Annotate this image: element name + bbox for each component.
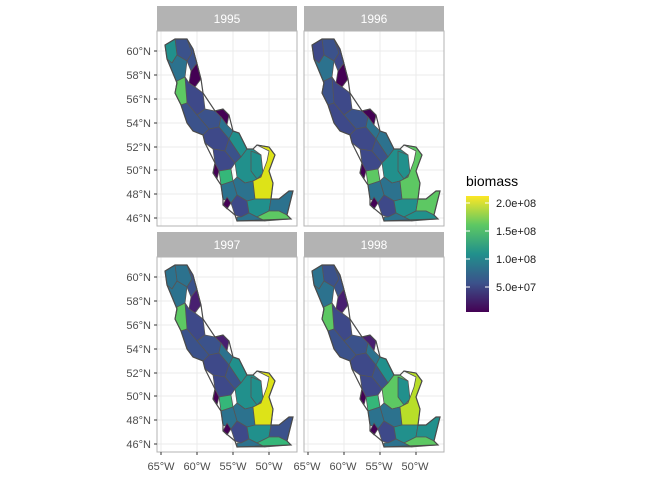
lat-tick-label: 56°N bbox=[126, 320, 151, 332]
region-polygon bbox=[250, 376, 264, 406]
x-axis-ticks bbox=[160, 452, 270, 455]
panel-border bbox=[156, 30, 298, 227]
legend-ticks bbox=[466, 202, 489, 288]
facet-panel: 1997 bbox=[154, 232, 298, 455]
facet-strip-label: 1995 bbox=[214, 12, 241, 26]
lon-tick-label: 60°W bbox=[183, 461, 211, 473]
coastline-outline bbox=[311, 38, 441, 222]
lon-tick-label: 50°W bbox=[255, 461, 283, 473]
panel-border bbox=[303, 30, 445, 227]
lat-tick-label: 56°N bbox=[126, 94, 151, 106]
legend: biomass 2.0e+08 1.5e+08 1.0e+08 5.0e+07 bbox=[466, 173, 536, 312]
legend-title: biomass bbox=[466, 173, 518, 189]
facet-strip-label: 1996 bbox=[361, 12, 388, 26]
lat-tick-label: 58°N bbox=[126, 296, 151, 308]
facet-strip bbox=[304, 232, 444, 257]
facet-panel: 1996 bbox=[303, 6, 445, 227]
lat-tick-label: 46°N bbox=[126, 439, 151, 451]
y-tick-labels-top: 60°N 58°N 56°N 54°N 52°N 50°N 48°N 46°N bbox=[126, 46, 151, 225]
x-tick-labels-left: 65°W 60°W 55°W 50°W bbox=[147, 461, 283, 473]
y-tick-labels-bottom: 60°N 58°N 56°N 54°N 52°N 50°N 48°N 46°N bbox=[126, 272, 151, 451]
lon-tick-label: 55°W bbox=[365, 461, 393, 473]
panel-border bbox=[156, 256, 298, 453]
y-axis-ticks bbox=[154, 276, 157, 445]
lat-tick-label: 46°N bbox=[126, 213, 151, 225]
facet-strip-label: 1997 bbox=[214, 238, 241, 252]
lon-tick-label: 50°W bbox=[401, 461, 429, 473]
facet-strip-label: 1998 bbox=[361, 238, 388, 252]
coastline-outline bbox=[311, 264, 441, 448]
region-polygon bbox=[397, 150, 411, 180]
lat-tick-label: 60°N bbox=[126, 272, 151, 284]
y-axis: 60°N 58°N 56°N 54°N 52°N 50°N 48°N 46°N … bbox=[126, 46, 151, 451]
facet-strip bbox=[304, 6, 444, 31]
lat-tick-label: 52°N bbox=[126, 368, 151, 380]
lat-tick-label: 54°N bbox=[126, 118, 151, 130]
lat-tick-label: 50°N bbox=[126, 391, 151, 403]
facet-panel: 1995 bbox=[154, 6, 298, 227]
legend-label: 1.5e+08 bbox=[496, 226, 536, 238]
panel-border bbox=[303, 256, 445, 453]
y-axis-ticks bbox=[154, 50, 157, 219]
lat-tick-label: 54°N bbox=[126, 344, 151, 356]
facet-strip bbox=[157, 6, 297, 31]
legend-label: 1.0e+08 bbox=[496, 254, 536, 266]
facet-strip bbox=[157, 232, 297, 257]
lon-tick-label: 65°W bbox=[147, 461, 175, 473]
coastline-outline bbox=[164, 264, 294, 448]
lat-tick-label: 52°N bbox=[126, 142, 151, 154]
legend-label: 2.0e+08 bbox=[496, 198, 536, 210]
legend-label: 5.0e+07 bbox=[496, 282, 536, 294]
lon-tick-label: 55°W bbox=[219, 461, 247, 473]
lat-tick-label: 50°N bbox=[126, 165, 151, 177]
facet-panels: 1995 1996 1997 1998 bbox=[154, 6, 445, 455]
region-polygon bbox=[397, 376, 411, 406]
coastline-outline bbox=[164, 38, 294, 222]
x-axis: 65°W 60°W 55°W 50°W 65°W 60°W 55°W 50°W bbox=[147, 461, 429, 473]
legend-colorbar bbox=[466, 196, 489, 312]
x-tick-labels-right: 65°W 60°W 55°W 50°W bbox=[293, 461, 429, 473]
lon-tick-label: 65°W bbox=[293, 461, 321, 473]
lat-tick-label: 48°N bbox=[126, 415, 151, 427]
lon-tick-label: 60°W bbox=[329, 461, 357, 473]
facet-panel: 1998 bbox=[303, 232, 445, 455]
region-polygon bbox=[250, 150, 264, 180]
lat-tick-label: 48°N bbox=[126, 189, 151, 201]
x-axis-ticks bbox=[307, 452, 417, 455]
lat-tick-label: 58°N bbox=[126, 70, 151, 82]
lat-tick-label: 60°N bbox=[126, 46, 151, 58]
